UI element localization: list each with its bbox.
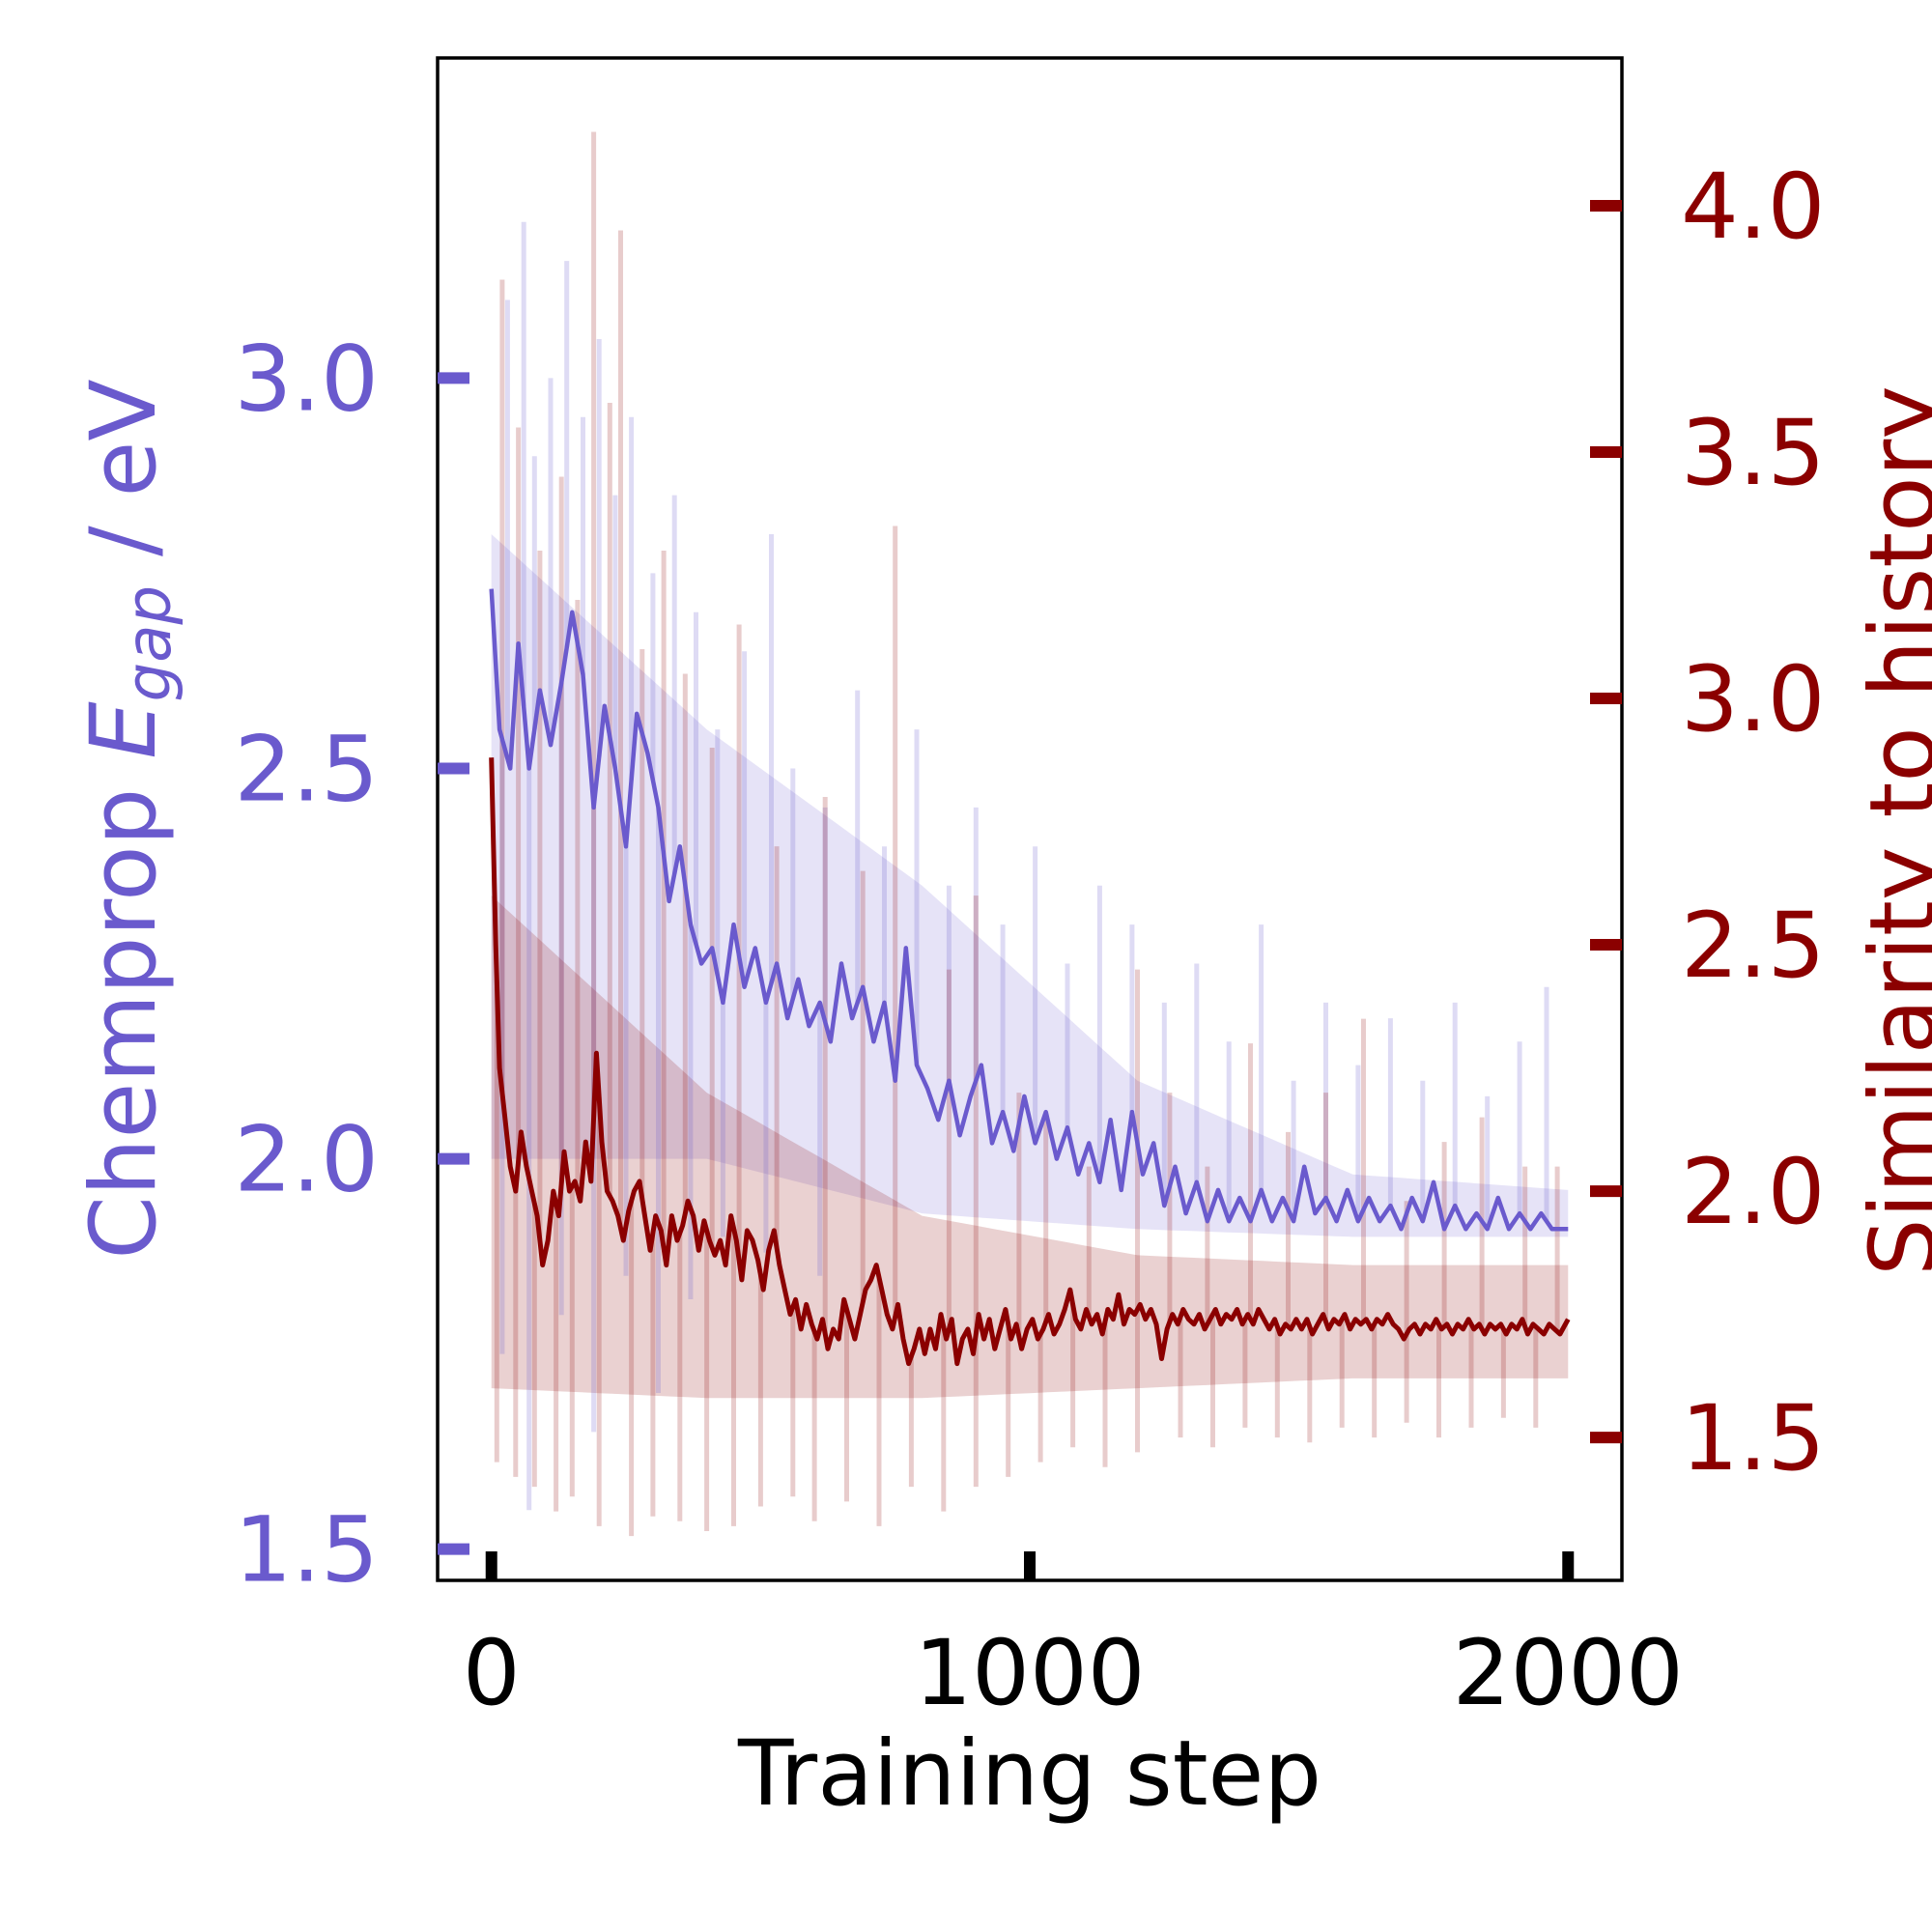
- x-axis-ticks: 0 1000 2000: [463, 1551, 1684, 1726]
- right-tick-label: 4.0: [1681, 155, 1826, 260]
- left-tick-label: 1.5: [235, 1498, 380, 1604]
- x-tick-label: 0: [463, 1621, 521, 1726]
- left-axis-label-symbol: E: [71, 701, 177, 759]
- left-series-line-layer: [489, 588, 1569, 1232]
- right-axis-label: Similarity to history: [1851, 385, 1932, 1276]
- right-series-spike-layer: [494, 131, 1560, 1537]
- left-axis-label-prefix: Chemprop: [71, 759, 177, 1260]
- left-series-line: [489, 588, 1569, 1232]
- x-axis-label: Training step: [737, 1721, 1321, 1827]
- left-axis-label-suffix: / eV: [71, 379, 177, 585]
- left-axis-label-subscript: gap: [114, 585, 185, 701]
- right-tick-label: 3.5: [1681, 401, 1826, 506]
- right-tick-label: 2.5: [1681, 894, 1826, 999]
- left-tick-label: 2.5: [235, 717, 380, 822]
- left-series-spike-layer: [499, 221, 1549, 1511]
- x-tick-label: 1000: [914, 1621, 1145, 1726]
- right-axis-ticks: 1.5 2.0 2.5 3.0 3.5 4.0: [1590, 155, 1826, 1492]
- right-tick-label: 3.0: [1681, 647, 1826, 753]
- right-tick-label: 1.5: [1681, 1386, 1826, 1492]
- x-tick-label: 2000: [1453, 1621, 1684, 1726]
- left-series-spread-band: [491, 534, 1569, 1237]
- right-series-line: [489, 757, 1571, 1367]
- left-series-band-layer: [491, 534, 1569, 1237]
- left-tick-label: 2.0: [235, 1108, 380, 1213]
- right-tick-label: 2.0: [1681, 1140, 1826, 1245]
- right-series-line-layer: [489, 757, 1571, 1367]
- left-tick-label: 3.0: [235, 327, 380, 432]
- left-axis-ticks: 1.5 2.0 2.5 3.0: [235, 327, 469, 1604]
- left-axis-label: Chemprop Egap / eV: [71, 379, 185, 1259]
